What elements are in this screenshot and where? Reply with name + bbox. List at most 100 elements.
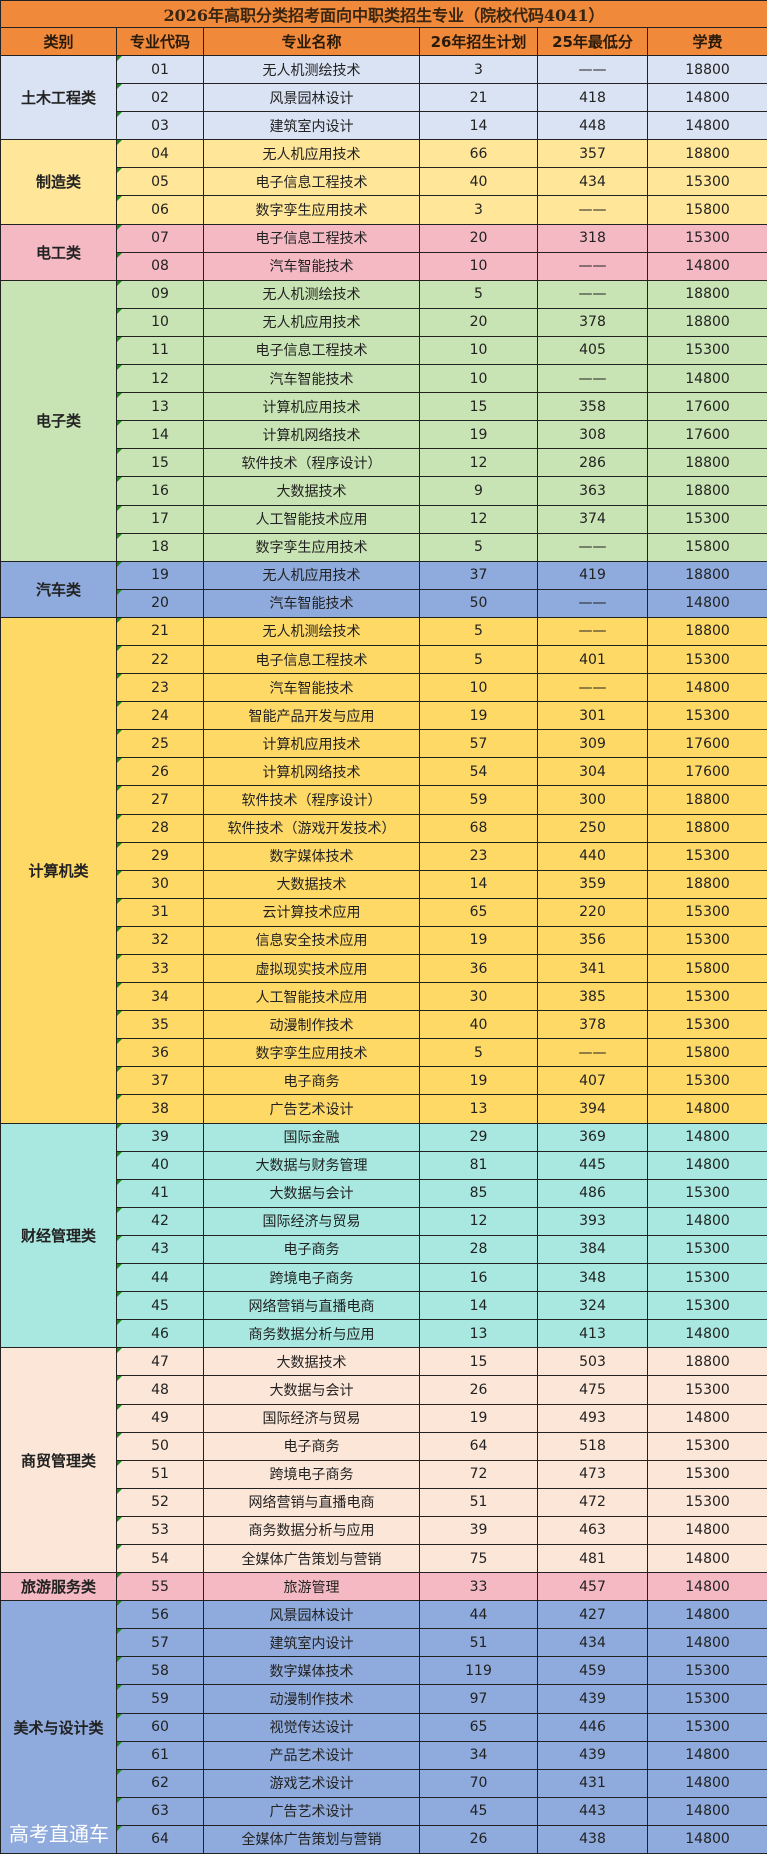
header-row: 类别 专业代码 专业名称 26年招生计划 25年最低分 学费: [1, 28, 767, 56]
header-plan-2026: 26年招生计划: [420, 28, 538, 56]
plan-2026-cell: 5: [420, 617, 538, 645]
major-code-cell: 17: [117, 505, 204, 533]
min-score-2025-cell: 438: [538, 1825, 648, 1853]
plan-2026-cell: 10: [420, 365, 538, 393]
min-score-2025-cell: 413: [538, 1320, 648, 1348]
plan-2026-cell: 70: [420, 1769, 538, 1797]
tuition-cell: 18800: [648, 140, 767, 168]
plan-2026-cell: 45: [420, 1797, 538, 1825]
plan-2026-cell: 5: [420, 1039, 538, 1067]
major-name-cell: 电子商务: [204, 1235, 420, 1263]
major-code-cell: 09: [117, 280, 204, 308]
major-name-cell: 虚拟现实技术应用: [204, 955, 420, 983]
min-score-2025-cell: 434: [538, 168, 648, 196]
major-code-cell: 05: [117, 168, 204, 196]
min-score-2025-cell: 359: [538, 870, 648, 898]
watermark: 高考直通车: [6, 1823, 112, 1845]
major-name-cell: 汽车智能技术: [204, 365, 420, 393]
plan-2026-cell: 26: [420, 1376, 538, 1404]
min-score-2025-cell: 393: [538, 1207, 648, 1235]
min-score-2025-cell: ——: [538, 589, 648, 617]
tuition-cell: 15300: [648, 224, 767, 252]
tuition-cell: 18800: [648, 280, 767, 308]
min-score-2025-cell: 394: [538, 1095, 648, 1123]
plan-2026-cell: 97: [420, 1685, 538, 1713]
major-name-cell: 电子信息工程技术: [204, 336, 420, 364]
tuition-cell: 14800: [648, 589, 767, 617]
major-code-cell: 31: [117, 898, 204, 926]
major-code-cell: 42: [117, 1207, 204, 1235]
plan-2026-cell: 10: [420, 252, 538, 280]
major-code-cell: 41: [117, 1179, 204, 1207]
major-code-cell: 54: [117, 1544, 204, 1572]
major-code-cell: 25: [117, 730, 204, 758]
min-score-2025-cell: 457: [538, 1573, 648, 1601]
major-code-cell: 01: [117, 56, 204, 84]
major-name-cell: 建筑室内设计: [204, 112, 420, 140]
tuition-cell: 15300: [648, 1685, 767, 1713]
tuition-cell: 14800: [648, 1573, 767, 1601]
category-cell: 汽车类: [1, 561, 117, 617]
major-code-cell: 56: [117, 1601, 204, 1629]
min-score-2025-cell: 407: [538, 1067, 648, 1095]
tuition-cell: 15300: [648, 1376, 767, 1404]
major-name-cell: 数字孪生应用技术: [204, 196, 420, 224]
major-code-cell: 58: [117, 1657, 204, 1685]
tuition-cell: 15300: [648, 168, 767, 196]
plan-2026-cell: 13: [420, 1095, 538, 1123]
tuition-cell: 14800: [648, 1544, 767, 1572]
plan-2026-cell: 50: [420, 589, 538, 617]
major-name-cell: 计算机应用技术: [204, 730, 420, 758]
min-score-2025-cell: 405: [538, 336, 648, 364]
major-code-cell: 37: [117, 1067, 204, 1095]
min-score-2025-cell: 348: [538, 1264, 648, 1292]
min-score-2025-cell: 318: [538, 224, 648, 252]
major-code-cell: 52: [117, 1488, 204, 1516]
major-name-cell: 电子商务: [204, 1432, 420, 1460]
major-name-cell: 无人机测绘技术: [204, 617, 420, 645]
plan-2026-cell: 19: [420, 926, 538, 954]
table-title: 2026年高职分类招考面向中职类招生专业（院校代码4041）: [1, 1, 767, 28]
major-code-cell: 23: [117, 674, 204, 702]
major-name-cell: 产品艺术设计: [204, 1741, 420, 1769]
plan-2026-cell: 34: [420, 1741, 538, 1769]
min-score-2025-cell: 427: [538, 1601, 648, 1629]
plan-2026-cell: 5: [420, 645, 538, 673]
min-score-2025-cell: 431: [538, 1769, 648, 1797]
major-name-cell: 智能产品开发与应用: [204, 702, 420, 730]
tuition-cell: 15300: [648, 1488, 767, 1516]
major-name-cell: 无人机应用技术: [204, 561, 420, 589]
header-tuition: 学费: [648, 28, 767, 56]
major-code-cell: 61: [117, 1741, 204, 1769]
tuition-cell: 14800: [648, 1741, 767, 1769]
tuition-cell: 15300: [648, 1292, 767, 1320]
major-code-cell: 60: [117, 1713, 204, 1741]
min-score-2025-cell: 475: [538, 1376, 648, 1404]
min-score-2025-cell: 448: [538, 112, 648, 140]
tuition-cell: 15300: [648, 702, 767, 730]
major-name-cell: 无人机应用技术: [204, 308, 420, 336]
plan-2026-cell: 19: [420, 1404, 538, 1432]
tuition-cell: 18800: [648, 477, 767, 505]
min-score-2025-cell: 401: [538, 645, 648, 673]
tuition-cell: 15300: [648, 983, 767, 1011]
major-name-cell: 汽车智能技术: [204, 674, 420, 702]
tuition-cell: 15300: [648, 1713, 767, 1741]
min-score-2025-cell: ——: [538, 196, 648, 224]
min-score-2025-cell: ——: [538, 674, 648, 702]
tuition-cell: 18800: [648, 617, 767, 645]
min-score-2025-cell: 301: [538, 702, 648, 730]
major-code-cell: 53: [117, 1516, 204, 1544]
tuition-cell: 17600: [648, 730, 767, 758]
plan-2026-cell: 15: [420, 393, 538, 421]
min-score-2025-cell: 384: [538, 1235, 648, 1263]
plan-2026-cell: 21: [420, 84, 538, 112]
tuition-cell: 15300: [648, 1067, 767, 1095]
major-code-cell: 11: [117, 336, 204, 364]
major-name-cell: 无人机测绘技术: [204, 56, 420, 84]
plan-2026-cell: 40: [420, 168, 538, 196]
tuition-cell: 15300: [648, 1179, 767, 1207]
min-score-2025-cell: 308: [538, 421, 648, 449]
